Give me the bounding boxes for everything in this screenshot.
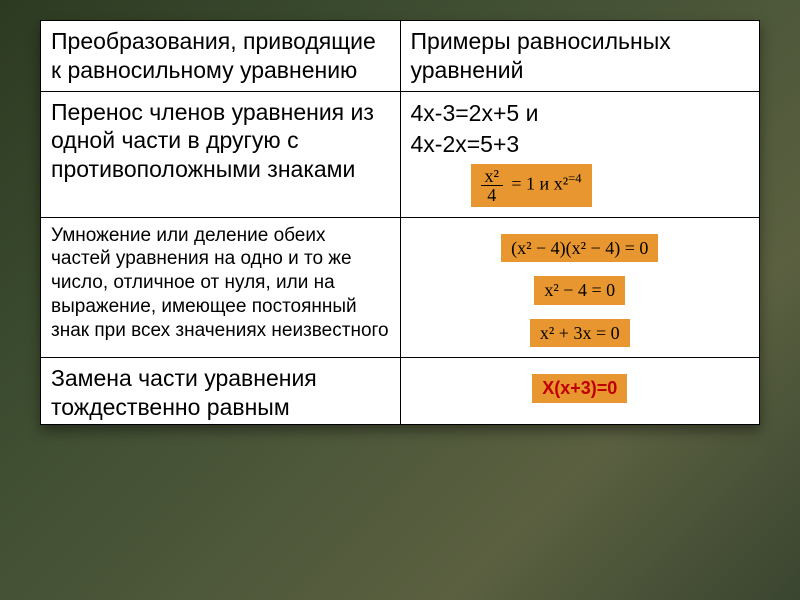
fraction-eq-part: = 1 и x² bbox=[507, 173, 568, 193]
table-row-multiply: Умножение или деление обеих частей уравн… bbox=[41, 217, 760, 358]
fraction-eq-sup: =4 bbox=[568, 171, 581, 185]
table-header-row: Преобразования, приводящие к равносильно… bbox=[41, 21, 760, 92]
transfer-chip-wrap: x² 4 = 1 и x²=4 bbox=[471, 160, 750, 211]
transfer-example-line2: 4x-2x=5+3 bbox=[411, 131, 520, 157]
header-left: Преобразования, приводящие к равносильно… bbox=[41, 21, 401, 92]
transformations-table: Преобразования, приводящие к равносильно… bbox=[40, 20, 760, 425]
replace-left: Замена части уравнения тождественно равн… bbox=[41, 358, 401, 425]
replace-chips: X(x+3)=0 bbox=[411, 370, 750, 407]
replace-right: X(x+3)=0 bbox=[400, 358, 760, 425]
multiply-chip-3: x² + 3x = 0 bbox=[530, 319, 630, 348]
transfer-left: Перенос членов уравнения из одной части … bbox=[41, 91, 401, 217]
header-right: Примеры равносильных уравнений bbox=[400, 21, 760, 92]
table-row-replace: Замена части уравнения тождественно равн… bbox=[41, 358, 760, 425]
table-row-transfer: Перенос членов уравнения из одной части … bbox=[41, 91, 760, 217]
transfer-example-line1: 4x-3=2x+5 и bbox=[411, 100, 539, 126]
fraction-den: 4 bbox=[483, 186, 500, 204]
slide-container: Преобразования, приводящие к равносильно… bbox=[40, 20, 760, 425]
multiply-right: (x² − 4)(x² − 4) = 0 x² − 4 = 0 x² + 3x … bbox=[400, 217, 760, 358]
transfer-right: 4x-3=2x+5 и 4x-2x=5+3 x² 4 = 1 и x²=4 bbox=[400, 91, 760, 217]
multiply-left: Умножение или деление обеих частей уравн… bbox=[41, 217, 401, 358]
multiply-chip-1: (x² − 4)(x² − 4) = 0 bbox=[501, 234, 658, 263]
multiply-chips: (x² − 4)(x² − 4) = 0 x² − 4 = 0 x² + 3x … bbox=[411, 230, 750, 352]
fraction-num: x² bbox=[481, 167, 503, 186]
multiply-chip-2: x² − 4 = 0 bbox=[534, 276, 625, 305]
fraction-chip: x² 4 = 1 и x²=4 bbox=[471, 164, 592, 207]
replace-chip: X(x+3)=0 bbox=[532, 374, 627, 403]
fraction: x² 4 bbox=[481, 167, 503, 204]
